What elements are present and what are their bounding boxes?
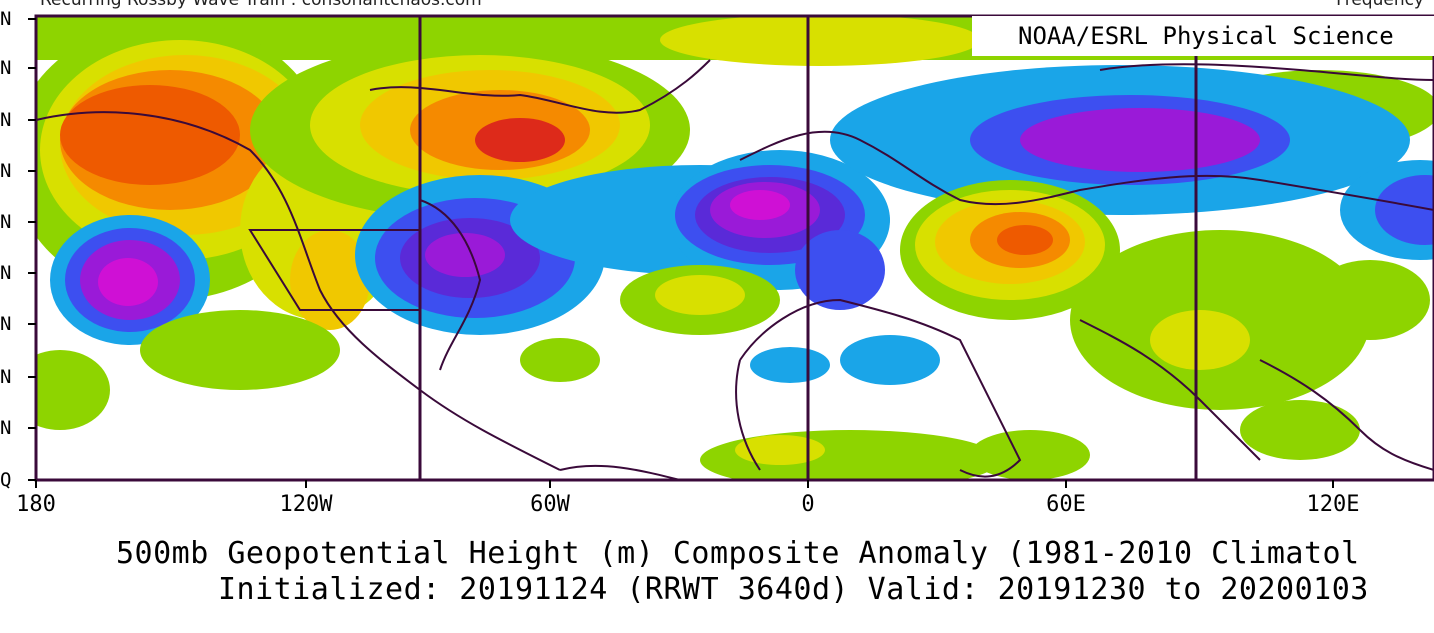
siberia-trough [830, 65, 1434, 260]
credit-label: NOAA/ESRL Physical Science [972, 16, 1434, 56]
equatorial-yellow [735, 435, 825, 465]
lon-label: 0 [801, 492, 815, 517]
central-asia-ridge [900, 180, 1430, 410]
lat-label: Q [0, 469, 12, 491]
sahara-blue-1 [750, 347, 830, 383]
lat-label: N [0, 160, 12, 182]
lat-label: N [0, 109, 12, 131]
caption-line-1: 500mb Geopotential Height (m) Composite … [116, 536, 1360, 571]
lon-label: 60W [530, 492, 570, 517]
lat-label: N [0, 313, 12, 335]
greenland-ridge [250, 40, 690, 220]
arctic-yellow-patch [660, 16, 980, 66]
pacific-trough [50, 215, 210, 345]
header-right-text: Frequency [1336, 0, 1424, 10]
lon-label: 120E [1306, 492, 1360, 517]
sahara-blue-2 [840, 335, 940, 385]
caribbean-green-patch [520, 338, 600, 382]
lon-ticks [35, 480, 1334, 488]
lat-label: N [0, 211, 12, 233]
header-left-text: Recurring Rossby Wave Train : consonantc… [40, 0, 482, 10]
east-africa-green [970, 430, 1090, 480]
map-frame [34, 14, 1434, 482]
atlantic-trough [510, 150, 890, 310]
lon-label: 180 [16, 492, 56, 517]
subtropic-green-patch [140, 310, 340, 390]
indian-ocean-green [1240, 400, 1360, 460]
lat-label: N [0, 417, 12, 439]
atlantic-yellow-patch [655, 275, 745, 315]
pacific-green-patch [36, 350, 110, 430]
lat-ticks [28, 18, 36, 481]
caption-line-2: Initialized: 20191124 (RRWT 3640d) Valid… [218, 572, 1369, 607]
lon-label: 60E [1046, 492, 1086, 517]
meridian-lines [418, 16, 1198, 480]
lat-label: N [0, 366, 12, 388]
lon-label: 120W [279, 492, 333, 517]
alaska-ridge [36, 20, 400, 330]
lat-label: N [0, 57, 12, 79]
lat-label: N [0, 262, 12, 284]
lat-label: N [0, 8, 12, 30]
